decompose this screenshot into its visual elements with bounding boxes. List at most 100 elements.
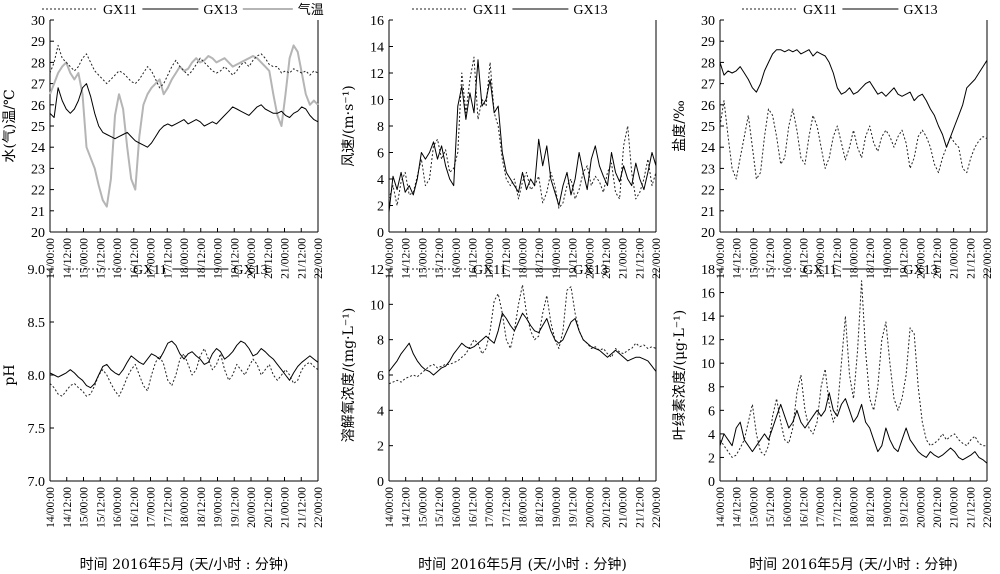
series-line-GX13 — [49, 340, 319, 389]
x-tick-label: 15/00:00 — [79, 487, 91, 528]
y-tick-label: 20 — [31, 226, 45, 241]
x-tick-label: 16/00:00 — [112, 238, 124, 279]
y-tick-label: 27 — [701, 78, 715, 93]
x-tick-label: 21/12:00 — [965, 238, 977, 279]
y-tick-label: 24 — [31, 141, 45, 156]
x-tick-label: 16/12:00 — [467, 487, 479, 528]
y-tick-label: 18 — [701, 263, 715, 278]
series-line-GX13 — [719, 392, 988, 464]
x-tick-label: 20/00:00 — [584, 487, 596, 528]
x-tick-label: 21/12:00 — [634, 238, 646, 279]
x-tick-label: 20/12:00 — [932, 238, 944, 279]
y-tick-label: 2 — [377, 200, 384, 215]
panel-6: 0 2 4 6 8 10 12 14 16 18 14/00:00 14/12:00 15/00:00 1… — [672, 263, 994, 573]
x-tick-label: 21/12:00 — [296, 238, 308, 279]
legend-label-GX11: GX11 — [103, 3, 137, 18]
x-axis-label: 时间 2016年5月 (天/小时 : 分钟) — [749, 556, 958, 573]
x-tick-label: 21/00:00 — [280, 487, 292, 528]
series-line-GX11 — [49, 44, 319, 89]
legend-label-GX13: GX13 — [573, 3, 607, 18]
y-tick-label: 12 — [701, 334, 715, 349]
y-tick-label: 28 — [31, 56, 45, 71]
x-tick-label: 17/12:00 — [162, 487, 174, 528]
y-tick-label: 8.5 — [28, 316, 46, 331]
x-tick-label: 22/00:00 — [651, 487, 663, 528]
x-tick-label: 15/12:00 — [765, 238, 777, 279]
series-line-GX11 — [719, 280, 987, 458]
series-line-气温 — [49, 44, 319, 208]
y-tick-label: 8 — [708, 381, 715, 396]
panel-3: 20 21 22 23 24 25 26 27 28 29 30 14/00:00 14/12:00 15… — [672, 3, 994, 279]
x-tick-label: 19/00:00 — [551, 487, 563, 528]
y-tick-label: 8.0 — [28, 369, 46, 384]
x-tick-label: 19/00:00 — [882, 487, 894, 528]
x-tick-label: 14/12:00 — [732, 238, 744, 279]
x-tick-label: 21/12:00 — [296, 487, 308, 528]
y-tick-label: 25 — [701, 120, 715, 135]
y-tick-label: 2 — [377, 440, 384, 455]
x-tick-label: 22/00:00 — [982, 238, 994, 279]
legend-label-GX13: GX13 — [573, 263, 607, 278]
y-axis-label: 水(气)温/℃ — [2, 89, 18, 162]
y-tick-label: 23 — [31, 162, 45, 177]
y-tick-label: 4 — [708, 428, 715, 443]
x-tick-label: 19/00:00 — [882, 238, 894, 279]
x-tick-label: 16/12:00 — [467, 238, 479, 279]
x-tick-label: 21/00:00 — [618, 238, 630, 279]
x-tick-label: 19/12:00 — [229, 487, 241, 528]
x-tick-label: 19/12:00 — [568, 487, 580, 528]
y-tick-label: 29 — [31, 35, 45, 50]
series-line-GX11 — [49, 348, 319, 397]
x-tick-label: 20/12:00 — [263, 487, 275, 528]
y-tick-label: 14 — [370, 41, 384, 56]
x-tick-label: 19/12:00 — [229, 238, 241, 279]
panel-2: 0 2 4 6 8 10 12 14 16 14/00:00 14/12:00 15/00:00 15/… — [341, 3, 663, 279]
y-tick-label: 2 — [708, 451, 715, 466]
x-tick-label: 20/00:00 — [246, 238, 258, 279]
x-tick-label: 18/12:00 — [534, 487, 546, 528]
legend-label-GX11: GX11 — [803, 3, 837, 18]
legend-label-GX11: GX11 — [803, 263, 837, 278]
x-tick-label: 22/00:00 — [313, 238, 325, 279]
x-tick-label: 17/00:00 — [484, 487, 496, 528]
y-tick-label: 8 — [377, 120, 384, 135]
y-tick-label: 22 — [31, 184, 45, 199]
y-tick-label: 6 — [708, 404, 715, 419]
x-tick-label: 15/00:00 — [417, 487, 429, 528]
x-tick-label: 20/12:00 — [601, 487, 613, 528]
series-line-GX11 — [388, 56, 657, 209]
x-tick-label: 18/12:00 — [865, 238, 877, 279]
x-tick-label: 16/00:00 — [451, 238, 463, 279]
x-tick-label: 18/12:00 — [865, 487, 877, 528]
y-tick-label: 12 — [370, 67, 384, 82]
y-tick-label: 6 — [377, 147, 384, 162]
x-tick-label: 19/00:00 — [213, 238, 225, 279]
x-tick-label: 17/12:00 — [501, 487, 513, 528]
y-tick-label: 10 — [370, 298, 384, 313]
y-tick-label: 8 — [377, 334, 384, 349]
x-tick-label: 17/00:00 — [146, 238, 158, 279]
x-tick-label: 17/00:00 — [815, 238, 827, 279]
x-tick-label: 18/00:00 — [179, 238, 191, 279]
x-tick-label: 22/00:00 — [651, 238, 663, 279]
x-tick-label: 16/12:00 — [129, 238, 141, 279]
x-tick-label: 21/00:00 — [949, 238, 961, 279]
y-tick-label: 20 — [701, 226, 715, 241]
y-tick-label: 22 — [701, 184, 715, 199]
x-tick-label: 14/12:00 — [732, 487, 744, 528]
x-tick-label: 16/00:00 — [112, 487, 124, 528]
legend-label-GX11: GX11 — [473, 3, 507, 18]
legend-label-GX13: GX13 — [203, 3, 237, 18]
series-line-GX11 — [719, 100, 988, 180]
x-tick-label: 14/00:00 — [715, 487, 727, 528]
x-tick-label: 17/00:00 — [146, 487, 158, 528]
x-tick-label: 18/00:00 — [518, 487, 530, 528]
x-tick-label: 18/00:00 — [849, 238, 861, 279]
x-tick-label: 22/00:00 — [313, 487, 325, 528]
series-line-GX13 — [719, 49, 988, 148]
panel-1: 20 21 22 23 24 25 26 27 28 29 30 14/00:00 14/12:00 15… — [2, 2, 325, 279]
x-tick-label: 19/12:00 — [899, 487, 911, 528]
series-line-GX11 — [388, 284, 657, 385]
x-tick-label: 16/12:00 — [129, 487, 141, 528]
